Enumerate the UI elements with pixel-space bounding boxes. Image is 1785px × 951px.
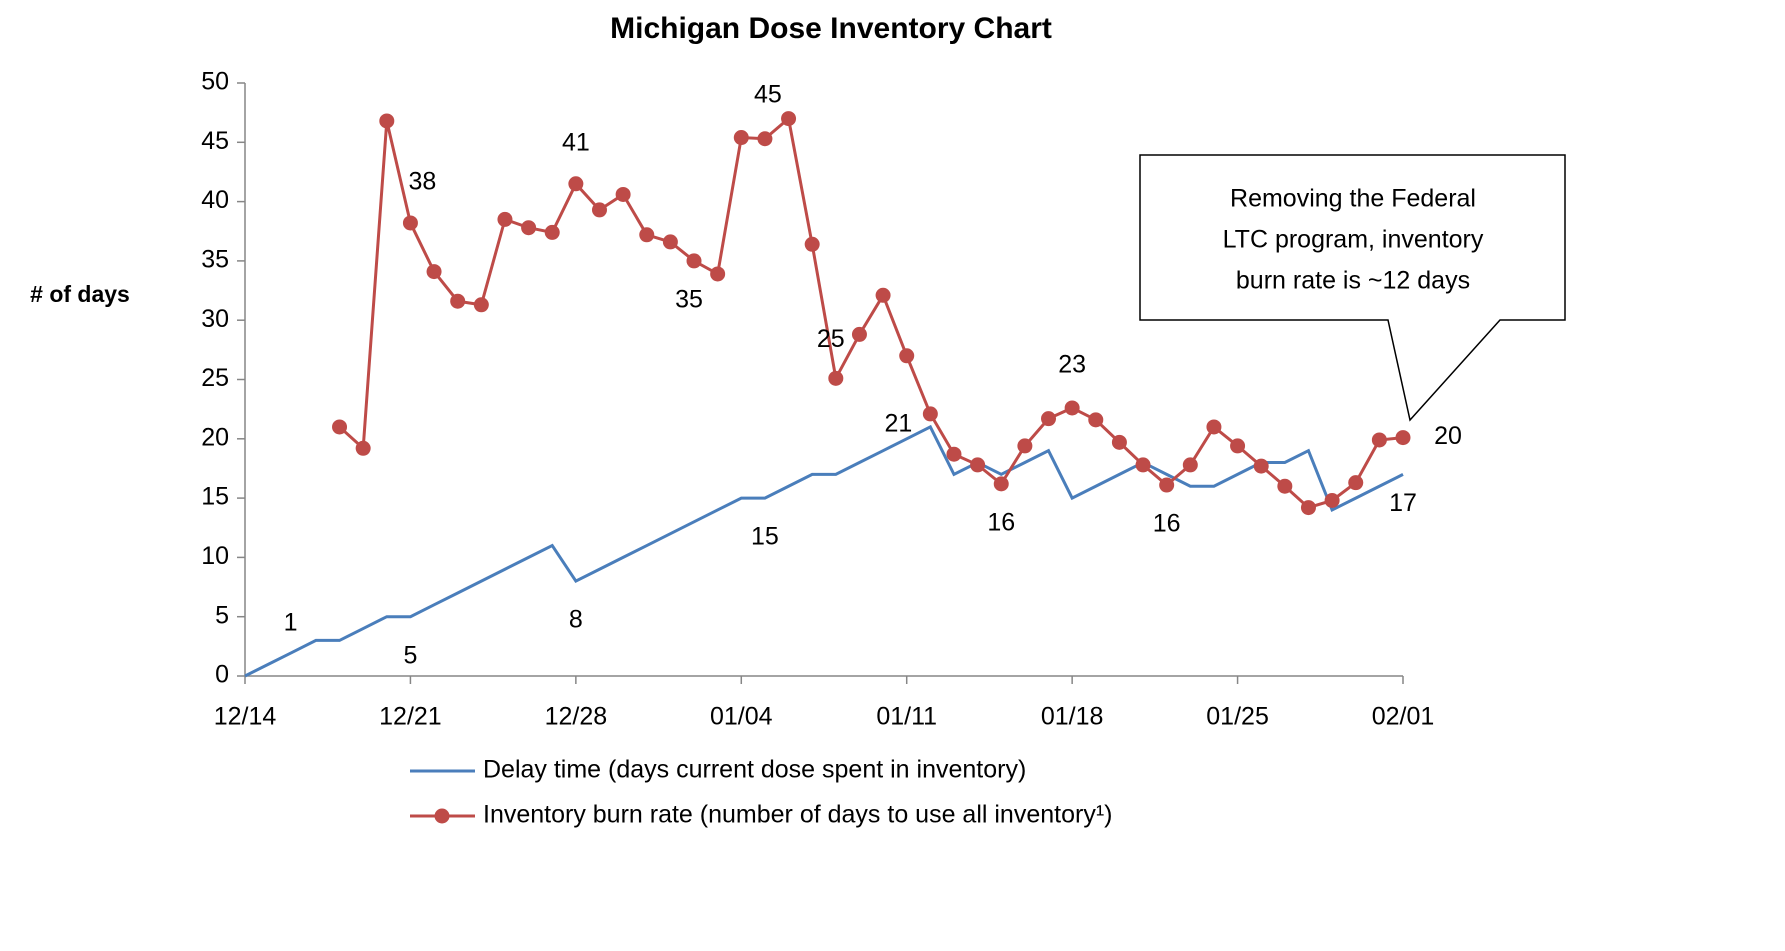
data-label: 5 [403, 641, 417, 669]
point-marker [379, 113, 395, 129]
y-tick-label: 25 [201, 364, 229, 392]
data-label: 20 [1434, 422, 1462, 450]
point-marker [1017, 438, 1033, 454]
point-marker [639, 227, 655, 243]
series-line [338, 115, 1404, 510]
point-marker [473, 297, 489, 313]
y-tick-label: 40 [201, 186, 229, 214]
x-tick-label: 02/01 [1372, 703, 1435, 731]
point-marker [568, 176, 584, 192]
data-label: 15 [751, 523, 779, 551]
y-tick-label: 30 [201, 305, 229, 333]
data-label: 8 [569, 606, 583, 634]
point-marker [851, 326, 867, 342]
callout-text: burn rate is ~12 days [1236, 267, 1470, 295]
legend-marker [434, 808, 450, 824]
data-label: 45 [754, 80, 782, 108]
point-marker [781, 111, 797, 127]
point-marker [970, 457, 986, 473]
point-marker [1111, 434, 1127, 450]
callout: Removing the Federal LTC program, invent… [1139, 154, 1566, 422]
y-axis-label: # of days [30, 281, 130, 307]
point-marker [1300, 500, 1316, 516]
point-marker [544, 224, 560, 240]
y-tick-label: 10 [201, 542, 229, 570]
y-tick-label: 20 [201, 423, 229, 451]
y-tick-label: 0 [215, 661, 229, 689]
point-marker [875, 287, 891, 303]
point-marker [710, 266, 726, 282]
legend-label: Delay time (days current dose spent in i… [483, 756, 1026, 784]
point-marker [355, 440, 371, 456]
point-marker [332, 419, 348, 435]
point-marker [1088, 412, 1104, 428]
callout-text: Removing the Federal [1230, 185, 1476, 213]
x-tick-label: 01/25 [1206, 703, 1269, 731]
point-marker [497, 211, 513, 227]
point-marker [828, 370, 844, 386]
point-marker [1135, 457, 1151, 473]
data-label: 25 [817, 325, 845, 353]
point-marker [662, 234, 678, 250]
point-marker [450, 293, 466, 309]
data-label: 35 [675, 286, 703, 314]
point-marker [1253, 458, 1269, 474]
point-marker [402, 215, 418, 231]
point-marker [1348, 475, 1364, 491]
legend-label: Inventory burn rate (number of days to u… [483, 801, 1112, 829]
point-marker [426, 264, 442, 280]
series-line [244, 424, 1404, 678]
point-marker [1041, 411, 1057, 427]
x-tick-label: 01/04 [710, 703, 773, 731]
point-marker [993, 476, 1009, 492]
point-marker [686, 253, 702, 269]
x-tick-label: 12/21 [379, 703, 442, 731]
callout-box [1139, 154, 1566, 422]
point-marker [1182, 457, 1198, 473]
x-tick-label: 12/14 [214, 703, 277, 731]
y-tick-label: 15 [201, 483, 229, 511]
data-label: 16 [987, 508, 1015, 536]
y-tick-label: 45 [201, 127, 229, 155]
point-marker [804, 236, 820, 252]
point-marker [1064, 400, 1080, 416]
point-marker [757, 131, 773, 147]
y-tick-label: 50 [201, 68, 229, 96]
data-label: 21 [884, 410, 912, 438]
data-label: 1 [284, 609, 298, 637]
point-marker [1395, 430, 1411, 446]
data-label: 38 [409, 168, 437, 196]
point-marker [521, 220, 537, 236]
point-marker [1277, 478, 1293, 494]
y-tick-label: 5 [215, 601, 229, 629]
point-marker [1206, 419, 1222, 435]
point-marker [1159, 477, 1175, 493]
point-marker [615, 186, 631, 202]
chart-title: Michigan Dose Inventory Chart [610, 12, 1052, 45]
point-marker [1371, 432, 1387, 448]
x-tick-label: 01/18 [1041, 703, 1104, 731]
point-marker [946, 446, 962, 462]
point-marker [733, 130, 749, 146]
callout-text: LTC program, inventory [1223, 226, 1484, 254]
x-tick-label: 12/28 [545, 703, 608, 731]
point-marker [922, 406, 938, 422]
y-tick-label: 35 [201, 246, 229, 274]
point-marker [1324, 492, 1340, 508]
data-label: 23 [1058, 351, 1086, 379]
point-marker [899, 348, 915, 364]
point-marker [1230, 438, 1246, 454]
data-label: 16 [1153, 510, 1181, 538]
point-marker [591, 202, 607, 218]
data-label: 17 [1389, 489, 1417, 517]
x-tick-label: 01/11 [876, 703, 937, 731]
data-label: 41 [562, 128, 590, 156]
